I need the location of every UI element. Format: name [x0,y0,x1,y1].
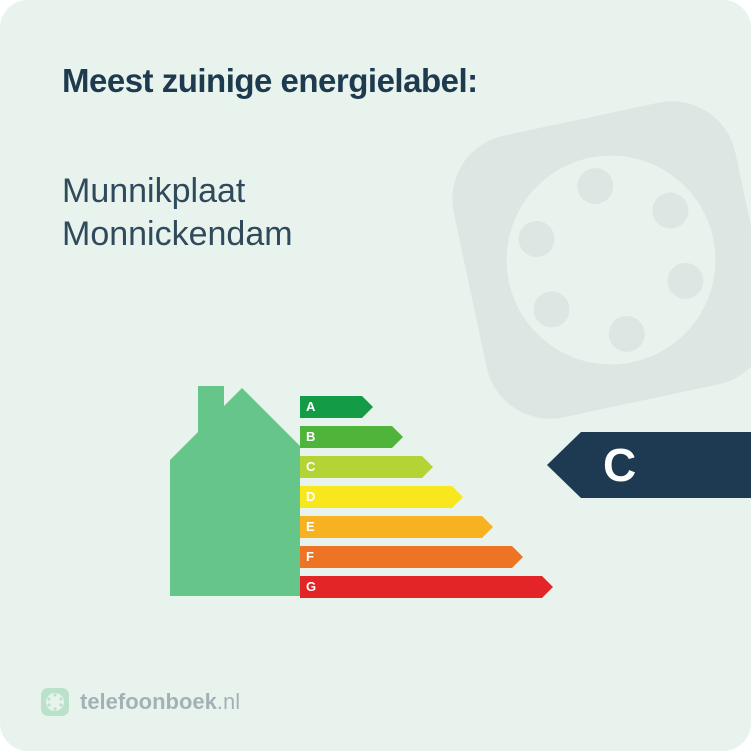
brand-name: telefoonboek [80,689,217,714]
watermark-dial-icon [398,47,751,474]
selected-label-letter: C [603,438,636,492]
location-line-1: Munnikplaat [62,170,293,213]
house-icon [170,380,300,604]
page-title: Meest zuinige energielabel: [62,62,478,100]
energy-bar-shape [300,486,463,508]
energy-bar-shape [300,456,433,478]
brand-tld: .nl [217,689,240,714]
energy-bar-letter: D [306,489,315,504]
energy-bar-letter: C [306,459,315,474]
energy-bar-letter: B [306,429,315,444]
location-line-2: Monnickendam [62,213,293,256]
footer-brand: telefoonboek.nl [40,687,240,717]
energy-bar-shape [300,426,403,448]
location-name: Munnikplaat Monnickendam [62,170,293,255]
brand-icon [40,687,70,717]
selected-label-shape [547,432,751,498]
energy-bar-shape [300,576,553,598]
energy-bar-letter: F [306,549,314,564]
energy-bar-letter: G [306,579,316,594]
energy-bar-shape [300,546,523,568]
energy-bar-letter: E [306,519,315,534]
infographic-card: Meest zuinige energielabel: Munnikplaat … [0,0,751,751]
energy-bar-letter: A [306,399,315,414]
brand-text: telefoonboek.nl [80,689,240,715]
selected-label-badge: C [547,432,751,498]
energy-bar-shape [300,516,493,538]
